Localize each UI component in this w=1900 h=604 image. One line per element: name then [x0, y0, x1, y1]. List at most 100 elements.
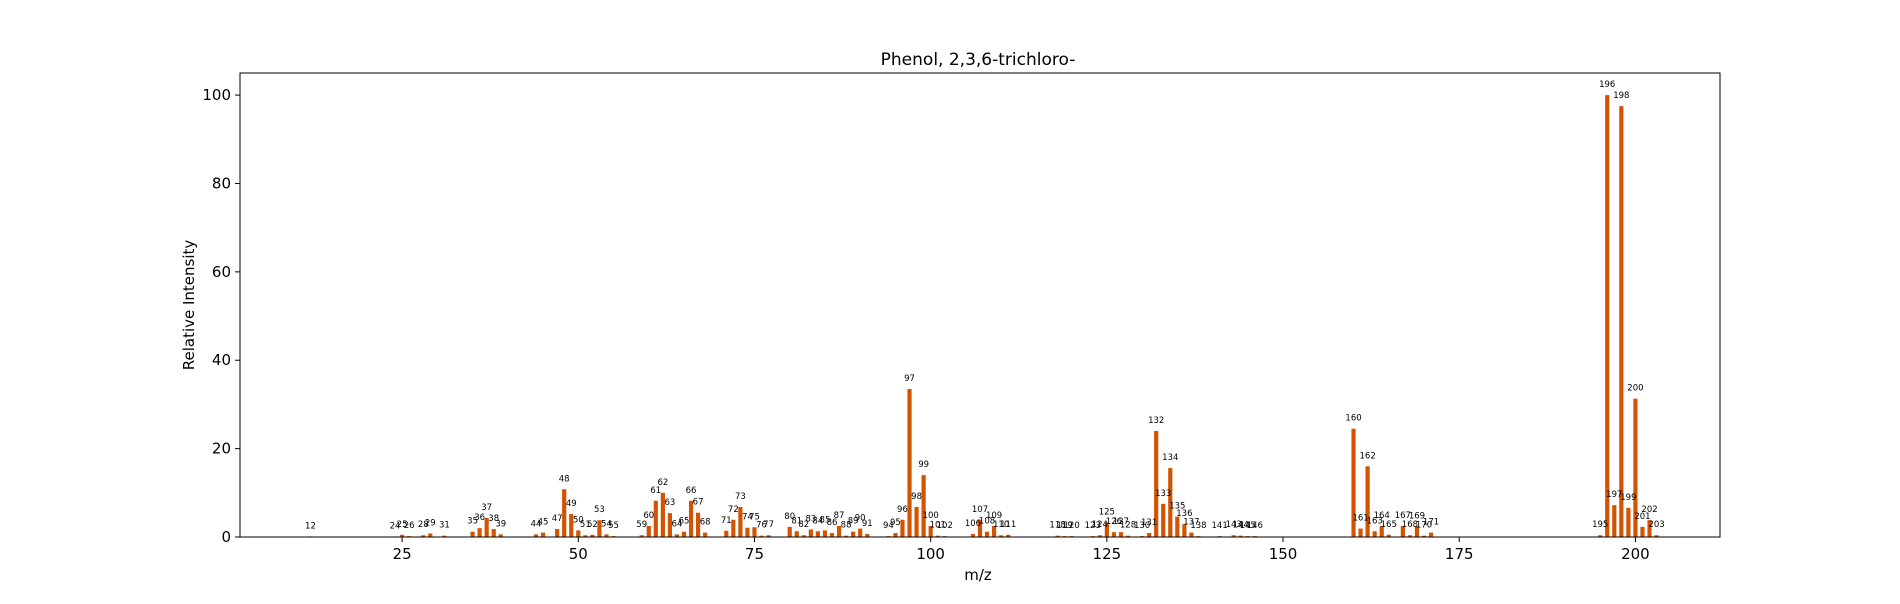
peak-label: 169	[1409, 511, 1425, 521]
peak-bar	[801, 535, 806, 537]
peak-label: 71	[721, 516, 732, 526]
x-axis-label: m/z	[964, 566, 992, 584]
peak-label: 28	[418, 520, 429, 530]
peak-label: 76	[756, 521, 767, 531]
peak-label: 128	[1120, 521, 1136, 531]
peak-label: 119	[1056, 521, 1072, 531]
peak-bar	[738, 506, 743, 537]
peak-bar	[1125, 535, 1131, 537]
peak-label: 39	[495, 519, 506, 529]
peak-label: 97	[904, 374, 915, 384]
peak-label: 137	[1183, 518, 1199, 528]
peak-label: 37	[481, 503, 492, 513]
peak-bar	[470, 531, 475, 537]
peak-label: 141	[1212, 521, 1228, 531]
peak-bar	[1372, 531, 1377, 537]
peak-label: 83	[805, 514, 816, 524]
peak-label: 123	[1085, 521, 1101, 531]
y-tick-label: 0	[221, 528, 231, 546]
peak-bar	[921, 475, 926, 537]
peak-label: 31	[439, 521, 450, 531]
peak-label: 63	[664, 498, 675, 508]
peak-label: 12	[305, 522, 316, 532]
peak-label: 124	[1092, 520, 1108, 530]
peak-bar	[1619, 106, 1624, 538]
peak-label: 145	[1240, 521, 1256, 531]
peak-bar	[491, 529, 496, 537]
peak-label: 195	[1592, 520, 1608, 530]
peak-bar	[984, 531, 990, 537]
peak-bar	[1097, 535, 1102, 537]
peak-label: 197	[1606, 490, 1622, 500]
peak-bar	[759, 535, 764, 537]
peak-bar	[900, 519, 905, 537]
bars-layer	[308, 95, 1659, 538]
peak-bar	[1640, 526, 1645, 537]
x-tick-label: 75	[745, 545, 764, 563]
peak-bar	[428, 533, 433, 537]
peak-label: 82	[798, 520, 809, 530]
peak-label: 59	[636, 520, 647, 530]
peak-bar	[1612, 505, 1617, 537]
peak-label: 133	[1155, 489, 1171, 499]
peak-bar	[999, 535, 1004, 537]
peak-bar	[653, 500, 658, 537]
peak-label: 118	[1049, 521, 1065, 531]
peak-bar	[1605, 95, 1610, 537]
peak-bar	[442, 535, 447, 537]
peak-label: 131	[1141, 518, 1157, 528]
peak-label: 199	[1620, 493, 1636, 503]
peak-bar	[576, 530, 581, 537]
peak-label: 91	[862, 519, 873, 529]
peak-label: 25	[397, 520, 408, 530]
peak-label: 96	[897, 505, 908, 515]
peak-bar	[695, 512, 701, 537]
peak-label: 45	[538, 518, 549, 528]
peak-label: 53	[594, 505, 605, 515]
peak-label: 48	[559, 474, 570, 484]
peak-label: 136	[1176, 509, 1192, 519]
peak-label: 90	[855, 514, 866, 524]
peak-bar	[893, 533, 898, 537]
peak-label: 49	[566, 499, 577, 509]
peak-bar	[766, 535, 771, 537]
peak-label: 126	[1106, 517, 1122, 527]
peak-label: 44	[531, 519, 542, 529]
peak-label: 73	[735, 492, 746, 502]
peak-label: 62	[657, 478, 668, 488]
peak-bar	[977, 519, 983, 537]
peak-label: 163	[1367, 516, 1383, 526]
x-axis-ticks: 25 50 75 100 125 150 175 200	[393, 537, 1650, 563]
peak-label: 125	[1099, 507, 1115, 517]
peak-bar	[970, 533, 976, 537]
peak-label: 144	[1233, 521, 1249, 531]
peak-bar	[1147, 533, 1152, 537]
peak-bar	[597, 520, 602, 537]
peak-label: 72	[728, 505, 739, 515]
peak-label: 66	[686, 486, 697, 496]
peak-label: 100	[923, 511, 939, 521]
peak-label: 200	[1627, 384, 1643, 394]
peak-label: 120	[1064, 521, 1080, 531]
peak-label: 47	[552, 514, 563, 524]
peak-bar	[1238, 535, 1243, 537]
x-tick-label: 50	[569, 545, 588, 563]
peak-label: 60	[643, 511, 654, 521]
peak-label: 77	[763, 520, 774, 530]
peak-label: 130	[1134, 521, 1150, 531]
peak-label: 110	[993, 520, 1009, 530]
x-tick-label: 125	[1093, 545, 1122, 563]
peak-label: 50	[573, 515, 584, 525]
peak-bar	[1633, 398, 1638, 537]
peak-label: 94	[883, 521, 894, 531]
peak-label: 111	[1000, 520, 1016, 530]
peak-label: 170	[1416, 521, 1432, 531]
y-tick-label: 40	[212, 351, 231, 369]
peak-bar	[1055, 535, 1060, 537]
peak-bar	[1379, 525, 1384, 537]
y-tick-label: 20	[212, 440, 231, 458]
peak-bar	[1414, 526, 1420, 537]
peak-bar	[660, 492, 665, 537]
peak-label: 64	[672, 519, 683, 529]
